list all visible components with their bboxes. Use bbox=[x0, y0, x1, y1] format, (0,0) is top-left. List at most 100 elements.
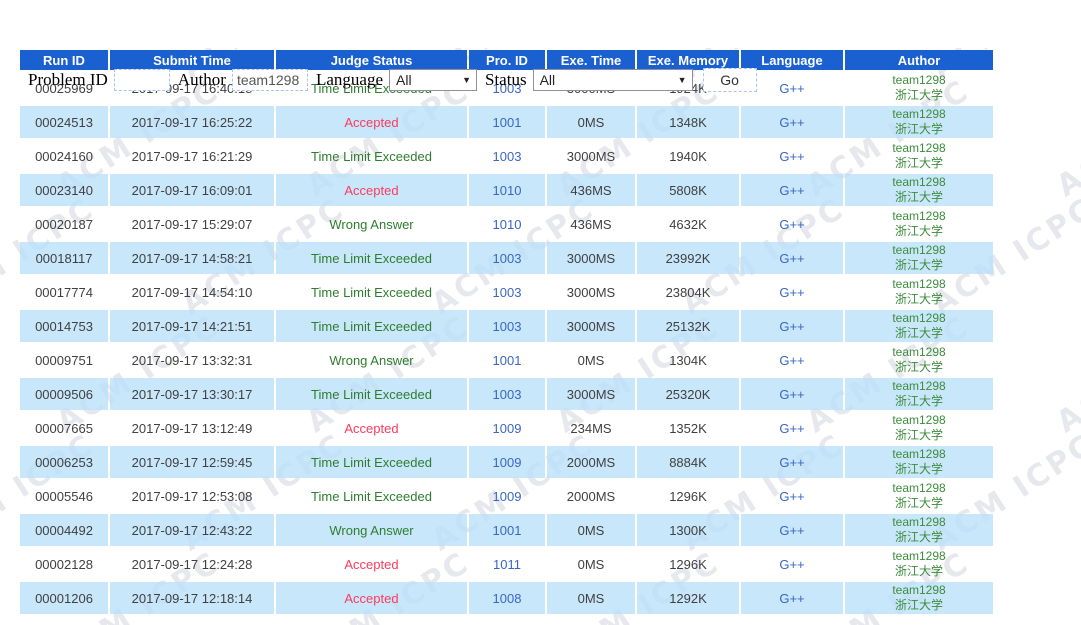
language-link[interactable]: G++ bbox=[779, 80, 805, 96]
language-link[interactable]: G++ bbox=[779, 250, 805, 266]
exe-memory-cell: 5808K bbox=[637, 174, 739, 206]
exe-time-cell: 2000MS bbox=[566, 488, 616, 504]
problem-id-input[interactable] bbox=[113, 69, 170, 91]
run-id-cell: 00004492 bbox=[20, 514, 108, 546]
author-name-link[interactable]: team1298 bbox=[892, 277, 946, 291]
language-link[interactable]: G++ bbox=[779, 590, 805, 606]
author-name-link[interactable]: team1298 bbox=[892, 73, 946, 87]
author-name-link[interactable]: team1298 bbox=[892, 311, 946, 325]
language-link[interactable]: G++ bbox=[779, 454, 805, 470]
pro-id-cell: 1003 bbox=[469, 310, 545, 342]
author-name-link[interactable]: team1298 bbox=[892, 583, 946, 597]
language-link[interactable]: G++ bbox=[779, 488, 805, 504]
judge-status-text: Accepted bbox=[344, 420, 399, 436]
problem-link[interactable]: 1001 bbox=[492, 352, 522, 368]
pro-id-cell: 1009 bbox=[469, 446, 545, 478]
exe-memory-cell: 1940K bbox=[669, 148, 707, 164]
table-row: 00009751 2017-09-17 13:32:31 Wrong Answer 1… bbox=[20, 344, 993, 376]
language-link[interactable]: G++ bbox=[779, 420, 805, 436]
author-name-link[interactable]: team1298 bbox=[892, 107, 946, 121]
problem-link[interactable]: 1003 bbox=[492, 250, 522, 266]
run-id-cell: 00023140 bbox=[20, 174, 108, 206]
problem-link[interactable]: 1010 bbox=[492, 182, 522, 198]
judge-status-text: Accepted bbox=[344, 182, 399, 198]
problem-link[interactable]: 1011 bbox=[493, 556, 521, 572]
judge-status-cell: Accepted bbox=[276, 174, 467, 206]
author-input[interactable] bbox=[231, 69, 308, 91]
language-cell: G++ bbox=[741, 514, 843, 546]
author-cell: team1298 浙江大学 bbox=[845, 582, 993, 614]
language-link[interactable]: G++ bbox=[779, 386, 805, 402]
judge-status-cell: Wrong Answer bbox=[276, 514, 467, 546]
run-id-cell: 00024513 bbox=[20, 106, 108, 138]
language-cell: G++ bbox=[741, 582, 843, 614]
run-id-cell: 00009506 bbox=[20, 378, 108, 410]
author-name-link[interactable]: team1298 bbox=[892, 515, 946, 529]
language-link[interactable]: G++ bbox=[779, 522, 805, 538]
go-button[interactable]: Go bbox=[702, 68, 757, 92]
exe-memory-cell: 1296K bbox=[669, 488, 707, 504]
judge-status-text: Time Limit Exceeded bbox=[311, 284, 432, 300]
author-name-link[interactable]: team1298 bbox=[892, 243, 946, 257]
author-cell: team1298 浙江大学 bbox=[845, 344, 993, 376]
author-name-link[interactable]: team1298 bbox=[892, 175, 946, 189]
language-link[interactable]: G++ bbox=[779, 556, 805, 572]
problem-link[interactable]: 1009 bbox=[492, 488, 522, 504]
language-link[interactable]: G++ bbox=[779, 182, 805, 198]
problem-link[interactable]: 1003 bbox=[492, 318, 522, 334]
column-header-pro-id: Pro. ID bbox=[469, 50, 545, 70]
status-select-value: All bbox=[539, 72, 556, 88]
problem-link[interactable]: 1003 bbox=[492, 148, 522, 164]
problem-link[interactable]: 1009 bbox=[492, 454, 522, 470]
problem-link[interactable]: 1001 bbox=[492, 114, 522, 130]
pro-id-cell: 1010 bbox=[469, 174, 545, 206]
author-school: 浙江大学 bbox=[894, 530, 943, 544]
author-cell: team1298 浙江大学 bbox=[845, 140, 993, 172]
author-name-link[interactable]: team1298 bbox=[892, 481, 946, 495]
author-name-link[interactable]: team1298 bbox=[892, 209, 946, 223]
author-name-link[interactable]: team1298 bbox=[892, 141, 946, 155]
language-link[interactable]: G++ bbox=[779, 114, 805, 130]
author-school: 浙江大学 bbox=[894, 258, 943, 272]
author-name-link[interactable]: team1298 bbox=[892, 413, 946, 427]
language-link[interactable]: G++ bbox=[779, 284, 805, 300]
language-link[interactable]: G++ bbox=[779, 318, 805, 334]
submit-time-cell: 2017-09-17 16:09:01 bbox=[110, 174, 274, 206]
problem-link[interactable]: 1009 bbox=[492, 420, 522, 436]
watermark-text: ACM ICPC bbox=[1051, 545, 1081, 625]
author-cell: team1298 浙江大学 bbox=[845, 72, 993, 104]
problem-link[interactable]: 1003 bbox=[492, 386, 522, 402]
author-school: 浙江大学 bbox=[894, 156, 943, 170]
submit-time-cell: 2017-09-17 14:21:51 bbox=[110, 310, 274, 342]
author-name-link[interactable]: team1298 bbox=[892, 549, 946, 563]
language-link[interactable]: G++ bbox=[779, 148, 805, 164]
table-row: 00024513 2017-09-17 16:25:22 Accepted 1001 0… bbox=[20, 106, 993, 138]
author-name-link[interactable]: team1298 bbox=[892, 379, 946, 393]
table-row: 00023140 2017-09-17 16:09:01 Accepted 1010 4… bbox=[20, 174, 993, 206]
language-link[interactable]: G++ bbox=[779, 352, 805, 368]
author-name-link[interactable]: team1298 bbox=[892, 447, 946, 461]
judge-status-cell: Time Limit Exceeded bbox=[276, 242, 467, 274]
language-cell: G++ bbox=[741, 208, 843, 240]
problem-link[interactable]: 1003 bbox=[492, 80, 522, 96]
chevron-down-icon: ▼ bbox=[462, 75, 471, 85]
language-select[interactable]: All ▼ bbox=[389, 69, 477, 91]
exe-time-cell: 0MS bbox=[547, 106, 635, 138]
status-select[interactable]: All ▼ bbox=[532, 69, 693, 91]
judge-status-cell: Time Limit Exceeded bbox=[276, 276, 467, 308]
pro-id-cell: 1003 bbox=[469, 140, 545, 172]
language-link[interactable]: G++ bbox=[779, 216, 805, 232]
problem-link[interactable]: 1003 bbox=[492, 284, 522, 300]
language-label: Language bbox=[315, 70, 383, 89]
problem-link[interactable]: 1001 bbox=[492, 522, 522, 538]
author-cell: team1298 浙江大学 bbox=[845, 242, 993, 274]
problem-link[interactable]: 1008 bbox=[492, 590, 522, 606]
language-cell: G++ bbox=[741, 310, 843, 342]
pro-id-cell: 1011 bbox=[469, 548, 545, 580]
watermark-text: ACM ICPC bbox=[1050, 309, 1081, 441]
table-row: 00020187 2017-09-17 15:29:07 Wrong Answer 1… bbox=[20, 208, 993, 240]
judge-status-cell: Time Limit Exceeded bbox=[276, 140, 467, 172]
problem-link[interactable]: 1010 bbox=[492, 216, 522, 232]
author-name-link[interactable]: team1298 bbox=[892, 345, 946, 359]
exe-memory-cell: 1352K bbox=[669, 420, 707, 436]
